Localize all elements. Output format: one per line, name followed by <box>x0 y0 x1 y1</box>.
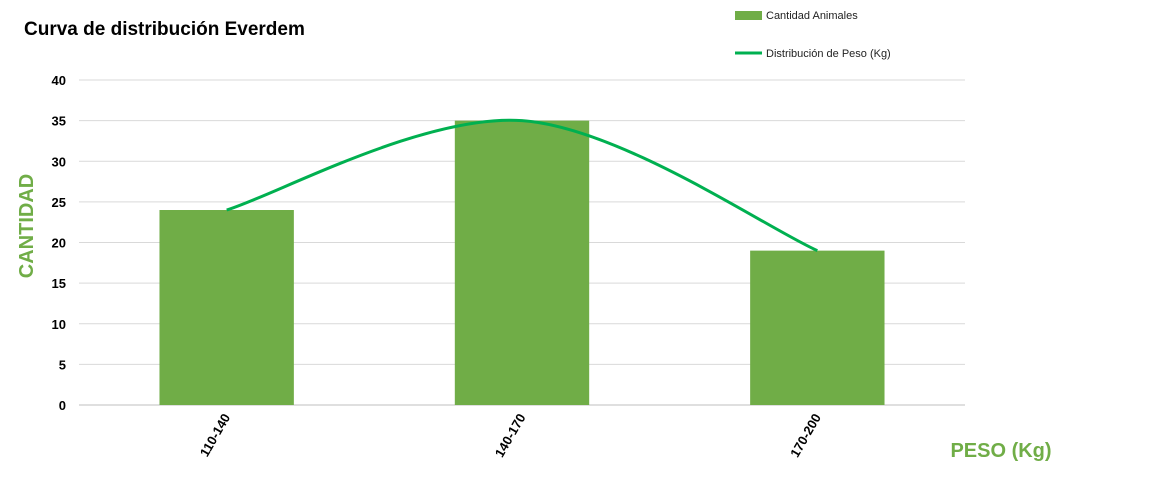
bar-170-200 <box>750 250 885 405</box>
bar-series <box>159 120 885 405</box>
legend-label-bar: Cantidad Animales <box>766 10 858 22</box>
y-axis-title: CANTIDAD <box>16 174 38 278</box>
legend-label-line: Distribución de Peso (Kg) <box>766 48 891 60</box>
y-tick-label-15: 15 <box>52 276 66 291</box>
x-tick-label-140-170: 140-170 <box>492 411 529 460</box>
y-tick-label-20: 20 <box>52 236 66 251</box>
x-axis-ticks: 110-140 140-170 170-200 <box>197 411 824 460</box>
chart-title: Curva de distribución Everdem <box>24 19 305 40</box>
y-tick-label-40: 40 <box>52 73 66 88</box>
y-tick-label-10: 10 <box>52 317 66 332</box>
legend-swatch-bar <box>735 11 762 20</box>
y-tick-label-5: 5 <box>59 357 66 372</box>
distribution-line <box>226 118 818 252</box>
bar-110-140 <box>159 210 294 405</box>
x-tick-label-170-200: 170-200 <box>787 411 824 460</box>
legend: Cantidad Animales Distribución de Peso (… <box>735 10 891 60</box>
y-tick-label-0: 0 <box>59 398 66 413</box>
y-tick-label-25: 25 <box>52 195 66 210</box>
y-axis-ticks: 0 5 10 15 20 25 30 35 40 <box>52 73 66 413</box>
y-tick-label-35: 35 <box>52 114 66 129</box>
x-tick-label-110-140: 110-140 <box>197 411 233 459</box>
bar-140-170 <box>454 120 590 405</box>
x-axis-title: PESO (Kg) <box>950 440 1051 462</box>
y-tick-label-30: 30 <box>52 154 66 169</box>
